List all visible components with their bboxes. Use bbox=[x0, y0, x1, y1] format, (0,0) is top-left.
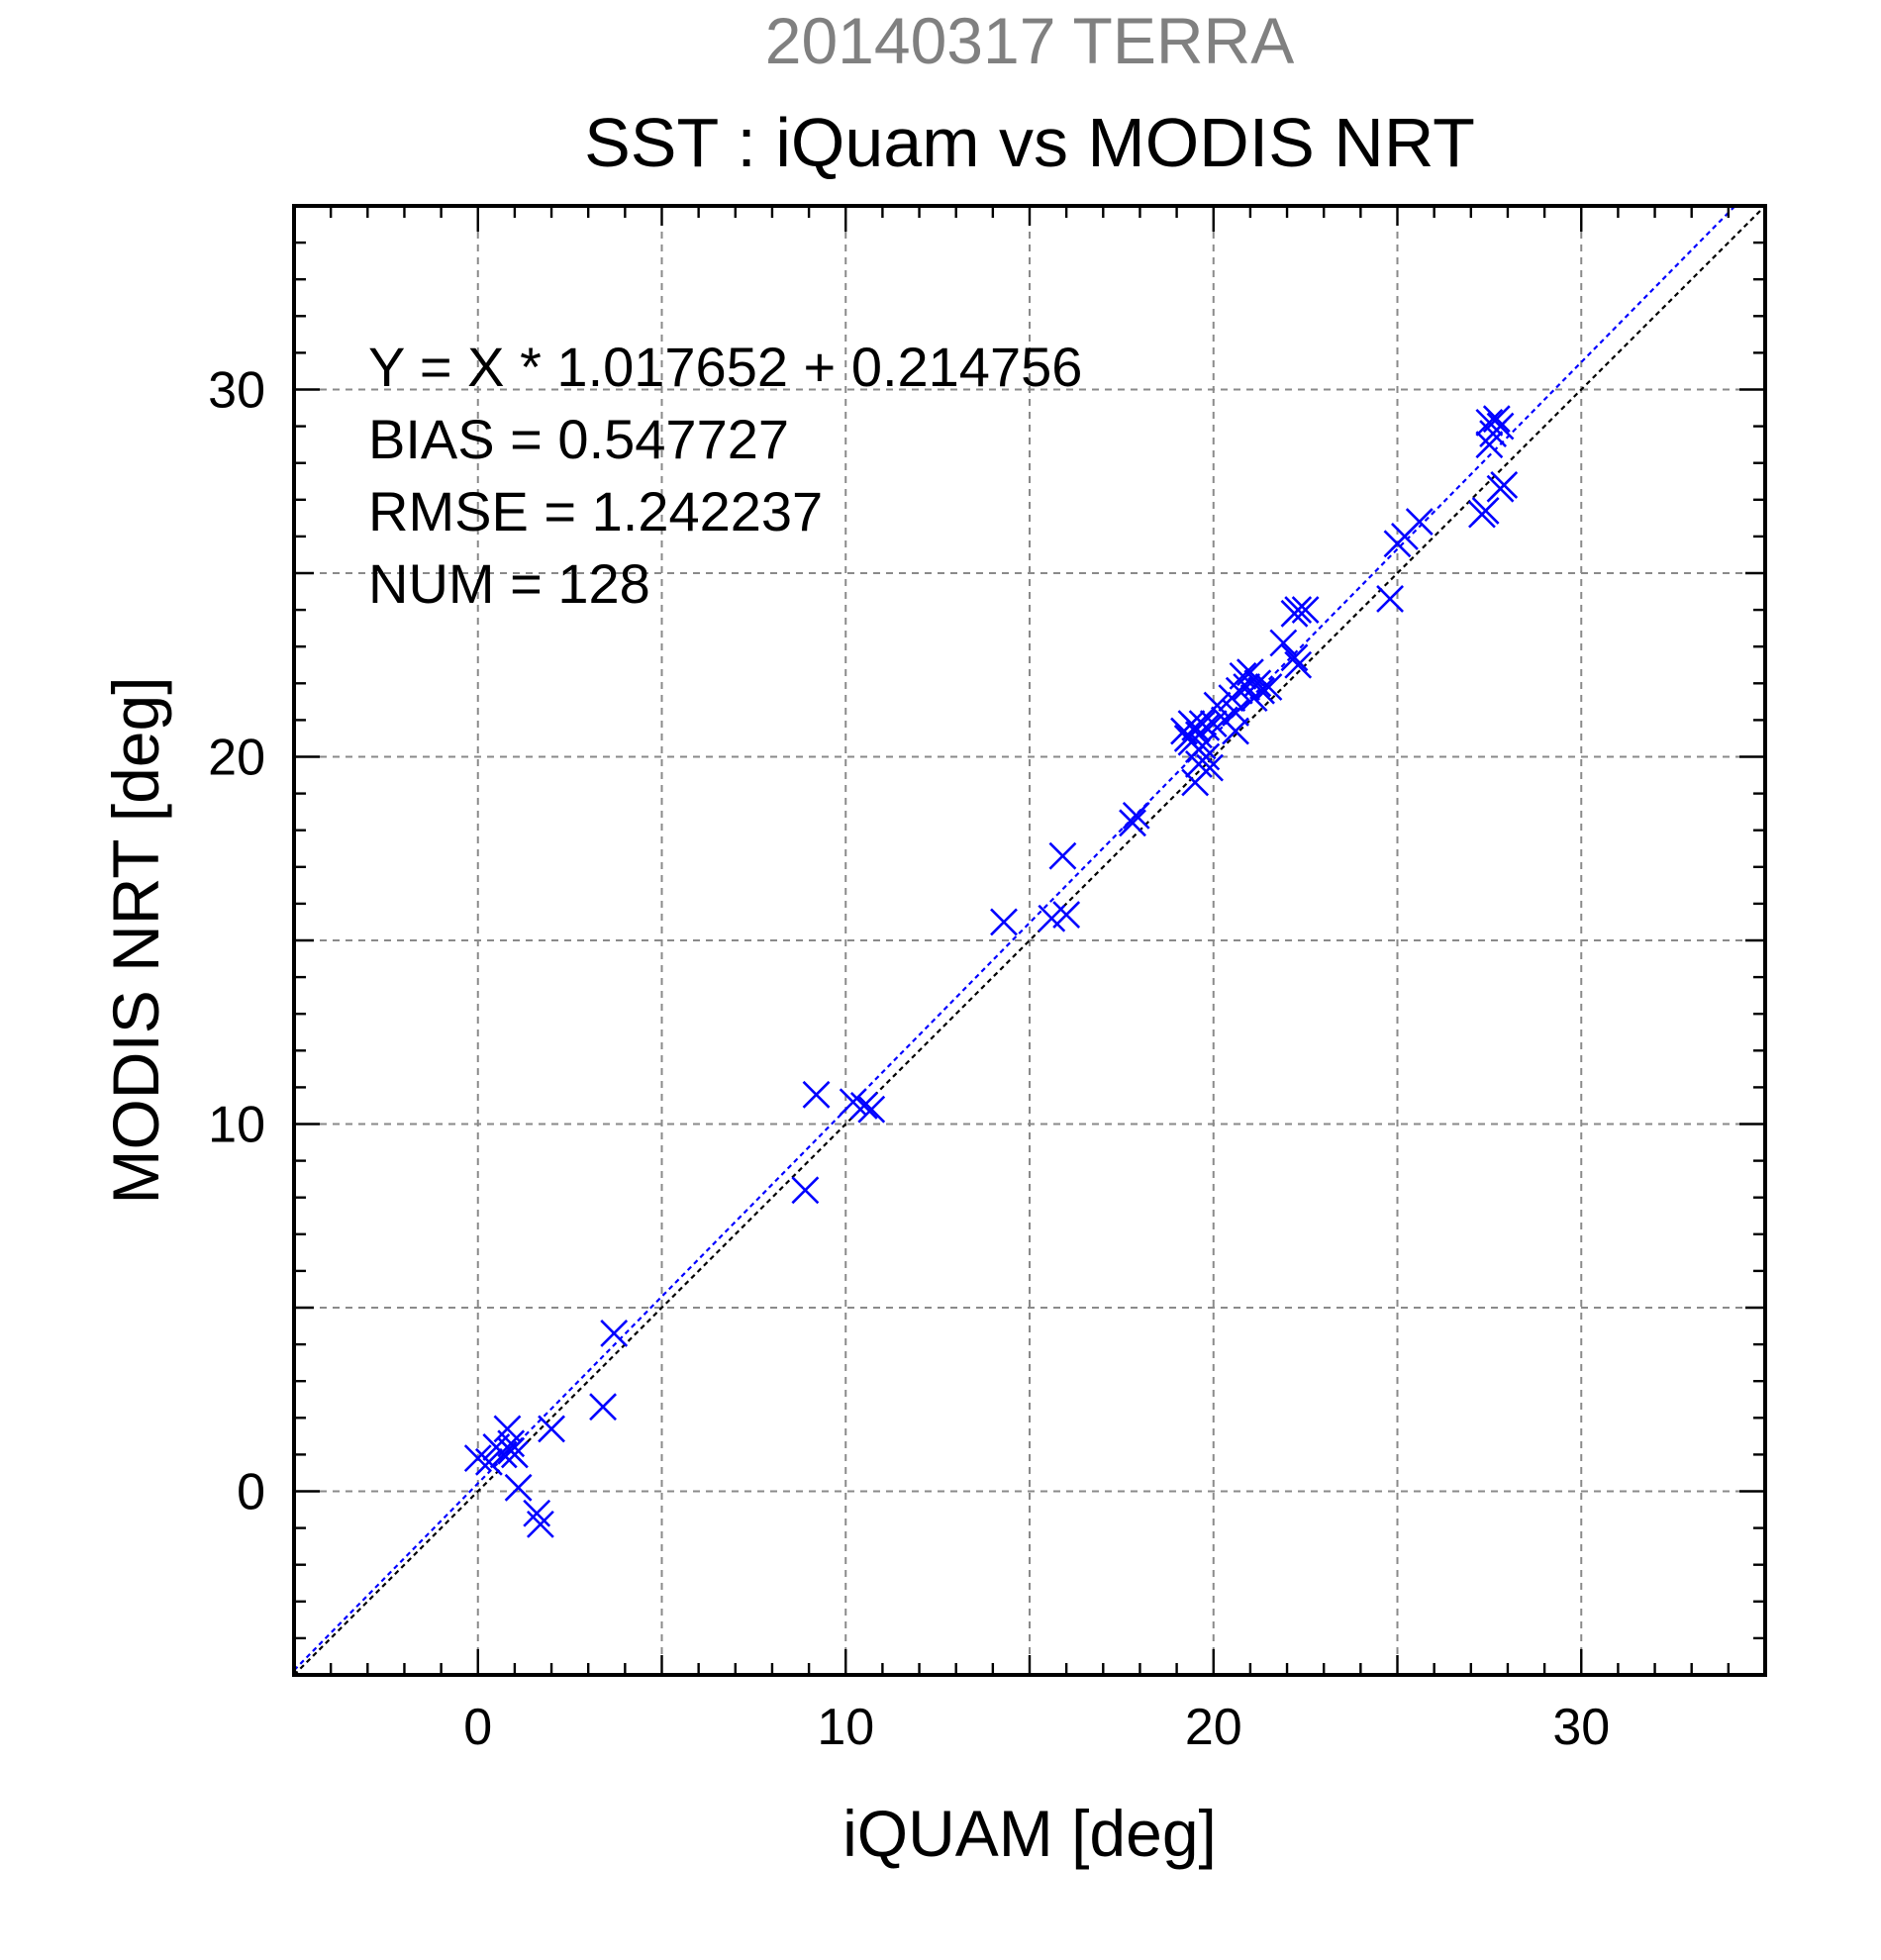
x-tick-label: 30 bbox=[1552, 1699, 1610, 1756]
data-point bbox=[1048, 841, 1077, 870]
data-point bbox=[589, 1393, 617, 1421]
y-tick-label: 20 bbox=[208, 730, 265, 787]
data-point bbox=[802, 1080, 831, 1109]
stat-num: NUM = 128 bbox=[368, 552, 650, 615]
data-point bbox=[1199, 710, 1228, 738]
data-point bbox=[538, 1415, 565, 1443]
data-point bbox=[839, 1088, 867, 1117]
data-point bbox=[1254, 673, 1283, 701]
x-axis-label: iQUAM [deg] bbox=[842, 1797, 1217, 1870]
data-point bbox=[523, 1499, 551, 1527]
data-point bbox=[1188, 710, 1217, 738]
data-point bbox=[497, 1436, 526, 1465]
stats-box: Y = X * 1.017652 + 0.214756 BIAS = 0.547… bbox=[368, 336, 1082, 615]
data-point bbox=[857, 1095, 886, 1124]
data-point bbox=[504, 1473, 533, 1502]
data-point bbox=[1284, 650, 1313, 679]
data-point bbox=[1243, 669, 1272, 698]
data-point bbox=[1052, 901, 1081, 929]
y-axis-label: MODIS NRT [deg] bbox=[99, 676, 172, 1204]
stat-fit-equation: Y = X * 1.017652 + 0.214756 bbox=[368, 336, 1082, 398]
data-point bbox=[1222, 717, 1249, 745]
data-point bbox=[1486, 412, 1515, 441]
data-point bbox=[497, 1429, 526, 1458]
data-point bbox=[990, 908, 1018, 936]
data-point bbox=[463, 1444, 492, 1473]
data-point bbox=[1177, 710, 1206, 738]
reference-lines bbox=[294, 206, 1765, 1675]
data-points bbox=[463, 405, 1519, 1538]
stat-rmse: RMSE = 1.242237 bbox=[368, 480, 823, 542]
data-point bbox=[1122, 801, 1150, 830]
data-point bbox=[600, 1320, 629, 1347]
data-point bbox=[474, 1447, 503, 1476]
data-point bbox=[1269, 629, 1298, 657]
data-point bbox=[1184, 735, 1213, 763]
data-point bbox=[1475, 408, 1504, 437]
data-point bbox=[1475, 431, 1504, 459]
data-point bbox=[1291, 596, 1320, 625]
data-point bbox=[1247, 676, 1275, 705]
x-tick-label: 20 bbox=[1185, 1699, 1242, 1756]
identity-line bbox=[294, 206, 1765, 1675]
grid bbox=[294, 206, 1765, 1675]
data-point bbox=[1280, 643, 1309, 672]
data-point bbox=[1229, 661, 1257, 690]
stat-bias: BIAS = 0.547727 bbox=[368, 408, 789, 470]
data-point bbox=[1203, 691, 1232, 720]
data-point bbox=[1405, 508, 1434, 536]
data-point bbox=[791, 1176, 820, 1205]
x-tick-label: 0 bbox=[463, 1699, 492, 1756]
y-tick-label: 30 bbox=[208, 362, 265, 420]
data-point bbox=[1196, 753, 1224, 782]
data-point bbox=[1482, 405, 1511, 434]
data-point bbox=[1284, 596, 1313, 625]
y-tick-label: 10 bbox=[208, 1097, 265, 1154]
data-point bbox=[1486, 474, 1515, 503]
data-point bbox=[1471, 497, 1500, 525]
x-tick-label: 10 bbox=[817, 1699, 874, 1756]
data-point bbox=[849, 1092, 878, 1120]
y-tick-label: 0 bbox=[237, 1464, 265, 1521]
fit-line bbox=[294, 206, 1737, 1672]
axis-ticks: 0 10 20 30 0 10 20 30 bbox=[208, 206, 1765, 1756]
chart-subtitle: 20140317 TERRA bbox=[765, 4, 1294, 77]
data-point bbox=[1119, 809, 1146, 837]
chart-title: SST : iQuam vs MODIS NRT bbox=[584, 104, 1475, 181]
data-point bbox=[1376, 585, 1404, 613]
data-point bbox=[526, 1510, 554, 1538]
